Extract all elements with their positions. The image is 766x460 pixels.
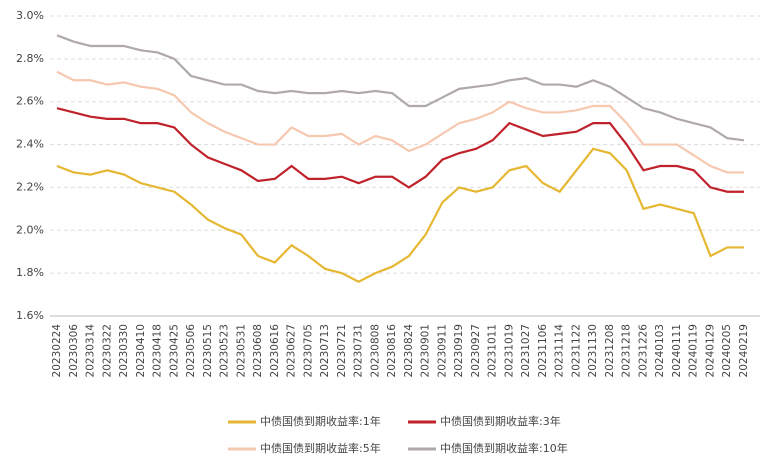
legend-label: 中债国债到期收益率:3年: [440, 414, 561, 428]
x-tick-label: 20240129: [704, 324, 716, 377]
x-tick-label: 20230322: [101, 324, 113, 377]
legend-label: 中债国债到期收益率:5年: [260, 441, 381, 455]
x-tick-label: 20230523: [219, 324, 231, 377]
y-tick-label: 2.4%: [16, 138, 44, 151]
y-tick-label: 2.8%: [16, 52, 44, 65]
x-tick-label: 20230721: [336, 324, 348, 377]
x-tick-label: 20230824: [403, 324, 415, 378]
x-tick-label: 20240205: [721, 324, 733, 377]
y-tick-label: 2.0%: [16, 223, 44, 236]
line-series: [56, 107, 744, 193]
x-tick-label: 20230515: [202, 324, 214, 377]
x-tick-label: 20231218: [621, 324, 633, 377]
legend-label: 中债国债到期收益率:10年: [440, 441, 568, 455]
x-tick-label: 20230731: [353, 324, 365, 377]
x-tick-label: 20231114: [554, 324, 566, 378]
x-tick-label: 20231027: [520, 324, 532, 377]
x-tick-label: 20231130: [587, 324, 599, 377]
x-tick-label: 20230927: [470, 324, 482, 377]
line-series: [56, 147, 744, 283]
x-tick-label: 20230306: [68, 324, 80, 378]
x-tick-label: 20230713: [319, 324, 331, 377]
y-tick-label: 3.0%: [16, 9, 44, 22]
x-tick-label: 20230418: [152, 324, 164, 377]
x-tick-label: 20231011: [487, 324, 499, 377]
x-tick-label: 20230608: [252, 324, 264, 377]
x-tick-label: 20240111: [671, 324, 683, 377]
y-tick-label: 1.6%: [16, 309, 44, 322]
x-tick-label: 20230919: [453, 324, 465, 377]
x-tick-label: 20231226: [637, 324, 649, 378]
y-tick-label: 2.6%: [16, 95, 44, 108]
line-series: [56, 70, 744, 174]
x-tick-label: 20231122: [570, 324, 582, 377]
x-tick-label: 20240219: [738, 324, 750, 377]
x-tick-label: 20230314: [85, 324, 97, 378]
x-tick-label: 20230616: [269, 324, 281, 378]
x-tick-label: 20230808: [369, 324, 381, 377]
x-tick-label: 20230531: [235, 324, 247, 377]
x-tick-label: 20231106: [537, 324, 549, 378]
x-tick-label: 20230816: [386, 324, 398, 378]
y-tick-label: 2.2%: [16, 180, 44, 193]
x-tick-label: 20230911: [436, 324, 448, 377]
x-tick-label: 20230224: [51, 324, 63, 378]
x-tick-label: 20230506: [185, 324, 197, 378]
x-tick-label: 20230901: [420, 324, 432, 377]
x-tick-label: 20230627: [286, 324, 298, 377]
x-tick-label: 20230410: [135, 324, 147, 377]
legend-label: 中债国债到期收益率:1年: [260, 414, 381, 428]
x-tick-label: 20240119: [688, 324, 700, 377]
x-tick-label: 20231019: [503, 324, 515, 377]
x-tick-label: 20230705: [302, 324, 314, 377]
x-tick-label: 20231208: [604, 324, 616, 377]
x-tick-label: 20230330: [118, 324, 130, 377]
line-series: [56, 34, 745, 142]
x-tick-label: 20240103: [654, 324, 666, 377]
x-tick-label: 20230425: [168, 324, 180, 377]
y-tick-label: 1.8%: [16, 266, 44, 279]
